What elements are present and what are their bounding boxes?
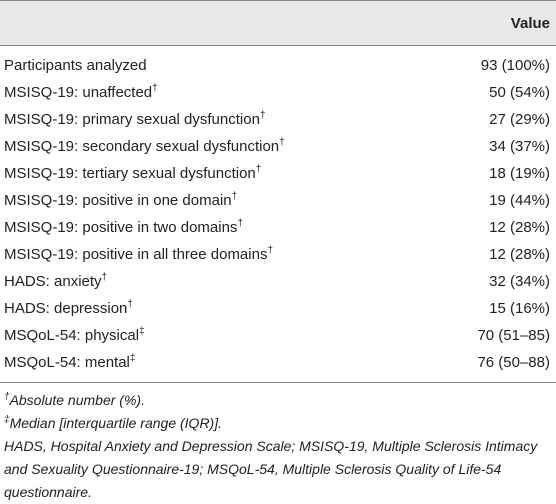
row-label-cell: MSQoL-54: mental‡ <box>0 349 433 382</box>
row-label: MSISQ-19: unaffected <box>4 84 153 101</box>
table-row: MSISQ-19: unaffected† 50 (54%) <box>0 79 556 106</box>
table-row: HADS: anxiety† 32 (34%) <box>0 268 556 295</box>
footnote-mark: † <box>101 272 108 283</box>
row-label-cell: HADS: depression† <box>0 295 433 322</box>
footnote-mark: † <box>255 164 262 175</box>
footnote-mark: † <box>259 110 266 121</box>
row-label-cell: MSQoL-54: physical‡ <box>0 322 433 349</box>
row-value: 18 (19%) <box>489 165 550 182</box>
footnote-mark: † <box>4 391 10 403</box>
header-cell: Value <box>0 0 556 46</box>
footnote-mark: † <box>152 83 158 94</box>
table-row: MSQoL-54: mental‡ 76 (50–88) <box>0 349 556 382</box>
row-value: 70 (51–85) <box>477 327 550 344</box>
footnote: †Absolute number (%). <box>4 389 552 412</box>
table-row: MSISQ-19: positive in one domain† 19 (44%… <box>0 187 556 214</box>
row-value: 19 (44%) <box>489 192 550 209</box>
row-label-cell: MSISQ-19: positive in all three domains† <box>0 241 433 268</box>
footnote-mark: † <box>267 245 274 256</box>
header-row: Value <box>0 0 556 46</box>
row-value: 76 (50–88) <box>477 354 550 371</box>
row-label: MSQoL-54: mental <box>4 354 130 371</box>
table-row: MSISQ-19: secondary sexual dysfunction† 3… <box>0 133 556 160</box>
row-label: MSISQ-19: tertiary sexual dysfunction <box>4 165 256 182</box>
row-label: MSISQ-19: primary sexual dysfunction <box>4 111 260 128</box>
row-label-cell: MSISQ-19: tertiary sexual dysfunction† <box>0 160 433 187</box>
table-row: MSISQ-19: primary sexual dysfunction† 27 … <box>0 106 556 133</box>
row-label: MSISQ-19: positive in one domain <box>4 192 232 209</box>
table-row: MSQoL-54: physical‡ 70 (51–85) <box>0 322 556 349</box>
row-value: 15 (16%) <box>489 300 550 317</box>
footnote-mark: ‡ <box>139 326 145 337</box>
table-row: Participants analyzed 93 (100%) <box>0 46 556 80</box>
table-row: MSISQ-19: positive in all three domains†… <box>0 241 556 268</box>
row-value: 93 (100%) <box>480 57 550 74</box>
row-label: MSISQ-19: secondary sexual dysfunction <box>4 138 280 155</box>
row-label-cell: MSISQ-19: positive in one domain† <box>0 187 433 214</box>
footnote: ‡Median [interquartile range (IQR)]. <box>4 412 552 435</box>
row-label-cell: MSISQ-19: primary sexual dysfunction† <box>0 106 433 133</box>
footnote-text: Median [interquartile range (IQR)]. <box>9 415 222 431</box>
row-value: 12 (28%) <box>489 246 550 263</box>
row-value: 50 (54%) <box>489 84 550 101</box>
row-label-cell: MSISQ-19: unaffected† <box>0 79 433 106</box>
table-row: MSISQ-19: positive in two domains† 12 (28… <box>0 214 556 241</box>
row-label-cell: Participants analyzed <box>0 46 433 80</box>
table-row: HADS: depression† 15 (16%) <box>0 295 556 322</box>
footnote-mark: † <box>231 191 238 202</box>
row-label-cell: MSISQ-19: positive in two domains† <box>0 214 433 241</box>
footnote-mark: ‡ <box>129 353 136 364</box>
row-label: HADS: depression <box>4 300 128 317</box>
footnotes: †Absolute number (%). ‡Median [interquart… <box>0 382 556 504</box>
row-label-cell: HADS: anxiety† <box>0 268 433 295</box>
table-body: Participants analyzed 93 (100%) MSISQ-19: … <box>0 46 556 383</box>
row-label: MSISQ-19: positive in two domains <box>4 219 238 236</box>
row-value: 34 (37%) <box>489 138 550 155</box>
table-row: MSISQ-19: tertiary sexual dysfunction† 18… <box>0 160 556 187</box>
row-value: 32 (34%) <box>489 273 550 290</box>
footnote-mark: ‡ <box>4 414 10 426</box>
row-value: 27 (29%) <box>489 111 550 128</box>
footnote-mark: † <box>127 299 133 310</box>
row-label: Participants analyzed <box>4 57 147 74</box>
row-value: 12 (28%) <box>489 219 550 236</box>
footnote-text: Absolute number (%). <box>9 392 145 408</box>
abbreviations: HADS, Hospital Anxiety and Depression Sc… <box>4 438 538 500</box>
row-label: HADS: anxiety <box>4 273 102 290</box>
row-label-cell: MSISQ-19: secondary sexual dysfunction† <box>0 133 433 160</box>
row-label: MSQoL-54: physical <box>4 327 140 344</box>
footnote-mark: † <box>237 218 243 229</box>
row-label: MSISQ-19: positive in all three domains <box>4 246 268 263</box>
data-table: Value Participants analyzed 93 (100%) MSIS… <box>0 0 556 383</box>
footnote-mark: † <box>279 137 285 148</box>
table-header: Value <box>0 0 556 46</box>
